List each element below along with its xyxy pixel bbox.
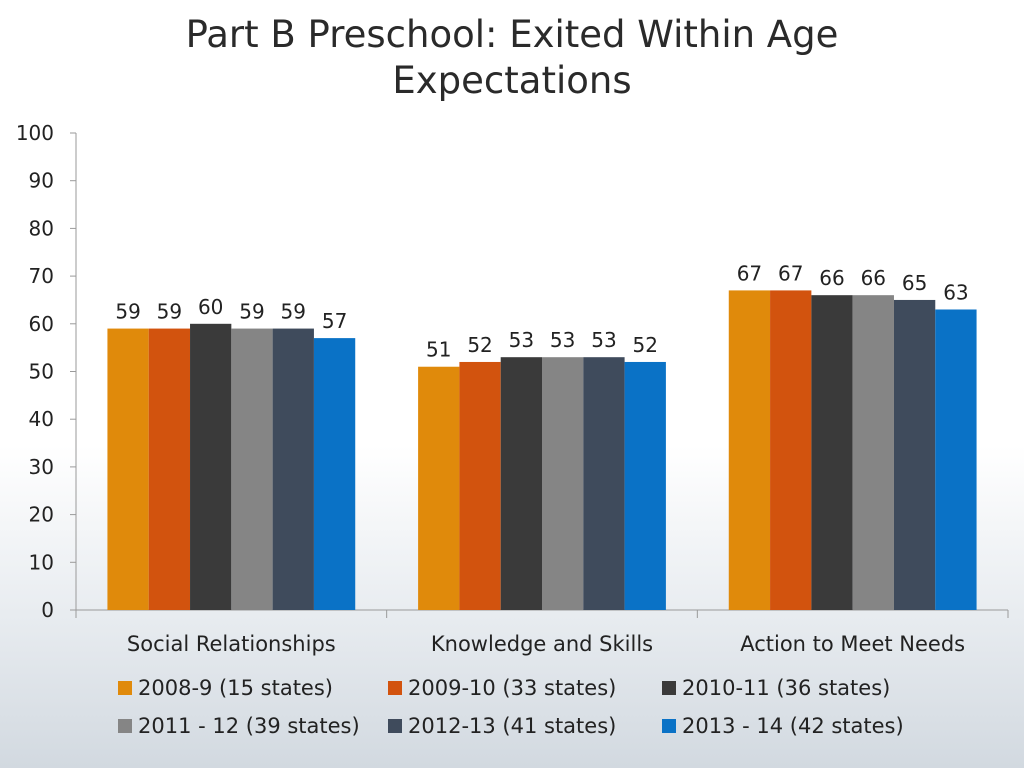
legend-label: 2009-10 (33 states): [408, 676, 617, 700]
data-label: 59: [239, 300, 264, 324]
data-label: 59: [115, 300, 140, 324]
legend-item: 2013 - 14 (42 states): [662, 710, 992, 742]
bar: [272, 328, 314, 610]
bar: [811, 295, 853, 610]
legend-label: 2011 - 12 (39 states): [138, 714, 360, 738]
data-label: 60: [198, 295, 223, 319]
chart-title: Part B Preschool: Exited Within Age Expe…: [0, 12, 1024, 104]
y-tick-label: 20: [29, 503, 54, 527]
bar: [500, 357, 542, 610]
legend-label: 2010-11 (36 states): [682, 676, 891, 700]
data-label: 53: [550, 328, 575, 352]
legend-swatch: [388, 719, 402, 733]
bar: [148, 328, 191, 610]
data-label: 53: [509, 328, 534, 352]
legend-label: 2012-13 (41 states): [408, 714, 617, 738]
legend-swatch: [388, 681, 402, 695]
data-label: 52: [467, 333, 492, 357]
legend-item: 2010-11 (36 states): [662, 672, 992, 704]
data-label: 67: [737, 261, 762, 285]
chart-title-line-2: Expectations: [392, 59, 632, 102]
x-category-label: Knowledge and Skills: [431, 632, 653, 656]
legend-item: 2008-9 (15 states): [118, 672, 382, 704]
bar: [542, 357, 584, 610]
bar: [107, 328, 149, 610]
y-tick-label: 40: [29, 407, 54, 431]
bar: [459, 361, 501, 610]
data-label: 66: [819, 266, 844, 290]
data-label: 66: [861, 266, 886, 290]
x-category-label: Action to Meet Needs: [740, 632, 965, 656]
bar: [190, 323, 232, 610]
data-label: 67: [778, 261, 803, 285]
legend-swatch: [118, 719, 132, 733]
legend-item: 2009-10 (33 states): [388, 672, 656, 704]
legend-swatch: [662, 719, 676, 733]
y-tick-label: 0: [41, 598, 54, 622]
x-category-label: Social Relationships: [127, 632, 336, 656]
bar: [313, 338, 356, 610]
y-tick-label: 100: [16, 121, 54, 145]
data-label: 59: [157, 300, 182, 324]
data-label: 63: [943, 280, 968, 304]
data-label: 57: [322, 309, 347, 333]
legend-swatch: [118, 681, 132, 695]
bar: [624, 361, 666, 610]
bar: [418, 366, 460, 610]
legend-item: 2011 - 12 (39 states): [118, 710, 382, 742]
y-tick-label: 50: [29, 360, 54, 384]
bar: [893, 299, 936, 610]
legend-label: 2013 - 14 (42 states): [682, 714, 904, 738]
legend-label: 2008-9 (15 states): [138, 676, 333, 700]
bar: [583, 357, 625, 610]
legend-swatch: [662, 681, 676, 695]
y-tick-label: 80: [29, 216, 54, 240]
data-label: 53: [591, 328, 616, 352]
chart-title-line-1: Part B Preschool: Exited Within Age: [185, 13, 839, 56]
y-tick-label: 30: [29, 455, 54, 479]
bar: [231, 328, 273, 610]
bar: [770, 290, 812, 610]
y-tick-label: 90: [29, 169, 54, 193]
y-tick-label: 60: [29, 312, 54, 336]
data-label: 51: [426, 338, 451, 362]
bar: [852, 295, 894, 610]
y-tick-label: 70: [29, 264, 54, 288]
legend: 2008-9 (15 states) 2009-10 (33 states) 201…: [118, 672, 998, 742]
data-label: 52: [633, 333, 658, 357]
bar: [728, 290, 771, 610]
legend-item: 2012-13 (41 states): [388, 710, 656, 742]
y-tick-label: 10: [29, 550, 54, 574]
bar: [935, 309, 977, 610]
data-label: 59: [281, 300, 306, 324]
data-label: 65: [902, 271, 927, 295]
